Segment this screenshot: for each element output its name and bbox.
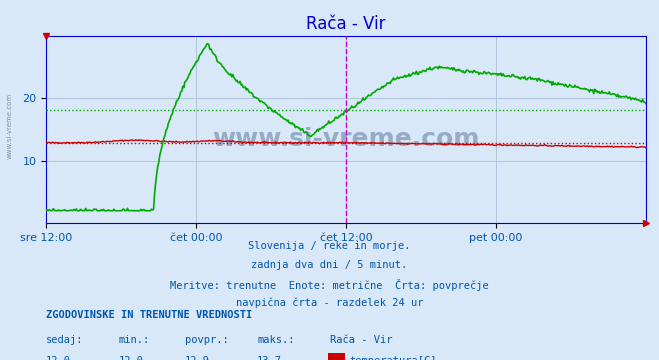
Text: zadnja dva dni / 5 minut.: zadnja dva dni / 5 minut. (251, 260, 408, 270)
Text: sedaj:: sedaj: (46, 335, 84, 345)
Text: temperatura[C]: temperatura[C] (349, 356, 437, 360)
Text: maks.:: maks.: (257, 335, 295, 345)
Text: Rača - Vir: Rača - Vir (330, 335, 392, 345)
Text: 12,9: 12,9 (185, 356, 210, 360)
Text: Slovenija / reke in morje.: Slovenija / reke in morje. (248, 241, 411, 251)
Text: 12,0: 12,0 (119, 356, 144, 360)
Text: povpr.:: povpr.: (185, 335, 228, 345)
Text: min.:: min.: (119, 335, 150, 345)
Text: www.si-vreme.com: www.si-vreme.com (7, 93, 13, 159)
Text: navpična črta - razdelek 24 ur: navpična črta - razdelek 24 ur (236, 297, 423, 308)
Text: 12,0: 12,0 (46, 356, 71, 360)
Text: ZGODOVINSKE IN TRENUTNE VREDNOSTI: ZGODOVINSKE IN TRENUTNE VREDNOSTI (46, 310, 252, 320)
Title: Rača - Vir: Rača - Vir (306, 15, 386, 33)
Text: 13,7: 13,7 (257, 356, 282, 360)
Text: Meritve: trenutne  Enote: metrične  Črta: povprečje: Meritve: trenutne Enote: metrične Črta: … (170, 279, 489, 291)
Text: www.si-vreme.com: www.si-vreme.com (212, 127, 480, 151)
